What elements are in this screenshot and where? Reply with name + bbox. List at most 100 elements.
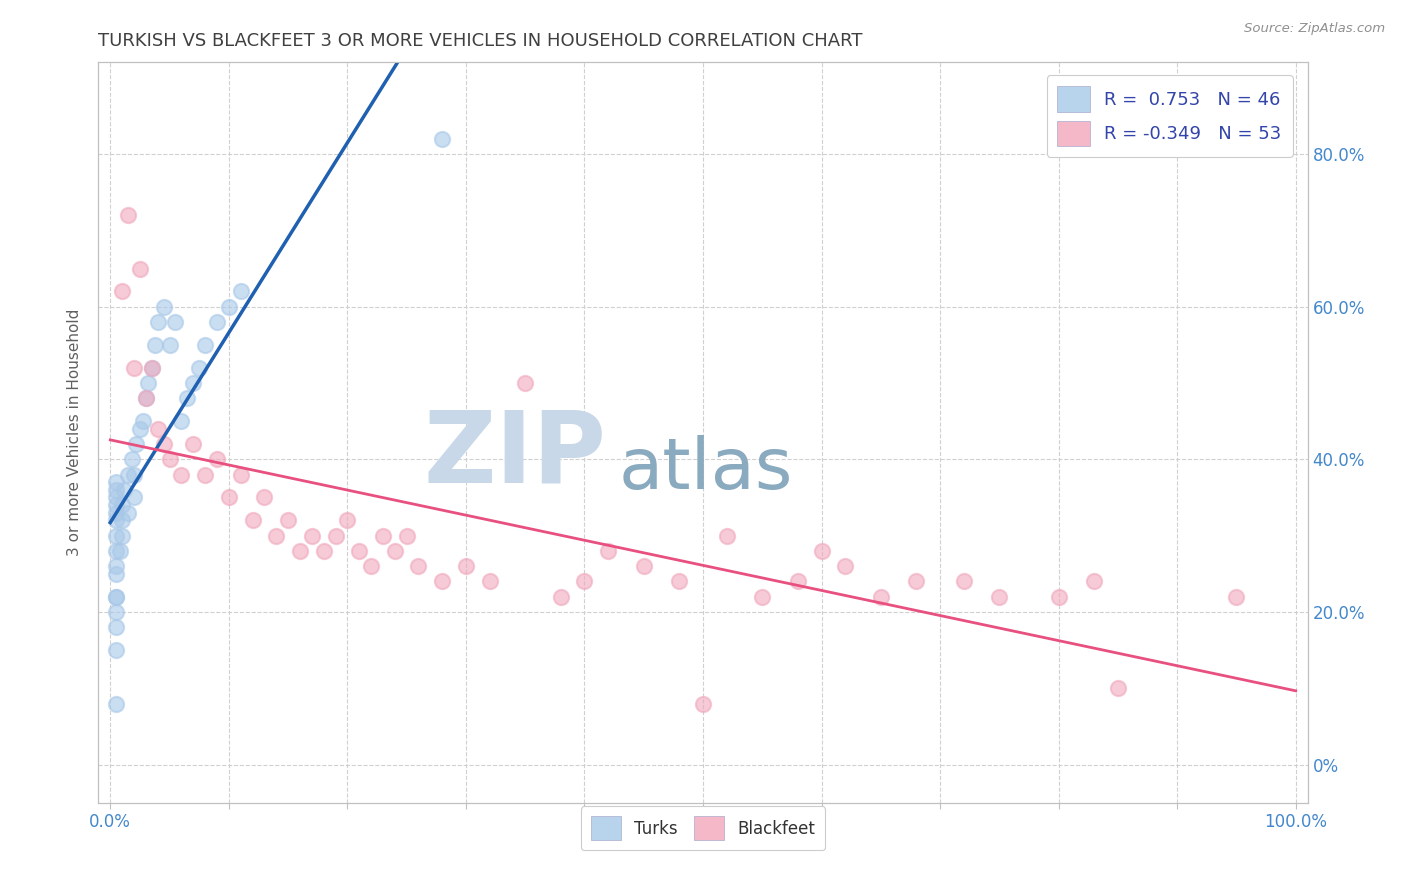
Point: [105, 605, 128, 619]
Point: [135, 391, 157, 405]
Point: [122, 467, 145, 482]
Point: [550, 590, 572, 604]
Point: [371, 529, 394, 543]
Point: [360, 559, 382, 574]
Point: [146, 422, 169, 436]
Point: [716, 529, 738, 543]
Point: [121, 452, 143, 467]
Point: [170, 414, 193, 428]
Point: [143, 338, 166, 352]
Point: [384, 544, 406, 558]
Point: [152, 300, 174, 314]
Point: [751, 590, 773, 604]
Point: [105, 620, 128, 634]
Text: TURKISH VS BLACKFEET 3 OR MORE VEHICLES IN HOUSEHOLD CORRELATION CHART: TURKISH VS BLACKFEET 3 OR MORE VEHICLES …: [98, 32, 863, 50]
Point: [288, 544, 311, 558]
Point: [108, 544, 131, 558]
Point: [395, 529, 418, 543]
Point: [194, 467, 217, 482]
Point: [111, 285, 134, 299]
Point: [111, 529, 134, 543]
Point: [117, 506, 139, 520]
Point: [105, 491, 128, 505]
Point: [129, 261, 152, 276]
Point: [312, 544, 335, 558]
Point: [218, 300, 240, 314]
Point: [105, 544, 128, 558]
Point: [988, 590, 1011, 604]
Legend: Turks, Blackfeet: Turks, Blackfeet: [581, 806, 825, 850]
Point: [181, 437, 204, 451]
Text: atlas: atlas: [619, 435, 793, 504]
Point: [952, 574, 974, 589]
Point: [668, 574, 690, 589]
Point: [105, 529, 128, 543]
Point: [1083, 574, 1105, 589]
Point: [810, 544, 832, 558]
Text: Source: ZipAtlas.com: Source: ZipAtlas.com: [1244, 22, 1385, 36]
Point: [125, 437, 148, 451]
Point: [347, 544, 370, 558]
Point: [194, 338, 217, 352]
Point: [786, 574, 808, 589]
Point: [159, 452, 181, 467]
Point: [117, 467, 139, 482]
Point: [325, 529, 347, 543]
Point: [105, 483, 128, 497]
Point: [135, 391, 157, 405]
Point: [105, 643, 128, 657]
Point: [105, 513, 128, 527]
Point: [141, 360, 163, 375]
Point: [170, 467, 193, 482]
Point: [105, 590, 128, 604]
Point: [205, 315, 228, 329]
Point: [122, 491, 145, 505]
Point: [181, 376, 204, 390]
Text: ZIP: ZIP: [423, 407, 606, 503]
Point: [301, 529, 323, 543]
Point: [105, 559, 128, 574]
Point: [105, 697, 128, 711]
Point: [242, 513, 264, 527]
Point: [264, 529, 287, 543]
Point: [834, 559, 856, 574]
Point: [692, 697, 714, 711]
Point: [111, 513, 134, 527]
Point: [229, 285, 252, 299]
Point: [111, 498, 134, 512]
Point: [152, 437, 174, 451]
Point: [253, 491, 276, 505]
Point: [205, 452, 228, 467]
Point: [869, 590, 891, 604]
Point: [277, 513, 299, 527]
Point: [336, 513, 359, 527]
Point: [574, 574, 596, 589]
Point: [478, 574, 501, 589]
Point: [408, 559, 430, 574]
Point: [132, 414, 155, 428]
Point: [117, 208, 139, 222]
Point: [229, 467, 252, 482]
Point: [176, 391, 198, 405]
Point: [432, 574, 454, 589]
Point: [188, 360, 211, 375]
Point: [146, 315, 169, 329]
Point: [114, 483, 136, 497]
Point: [905, 574, 928, 589]
Point: [159, 338, 181, 352]
Y-axis label: 3 or more Vehicles in Household: 3 or more Vehicles in Household: [67, 309, 83, 557]
Point: [105, 506, 128, 520]
Point: [105, 475, 128, 490]
Point: [1047, 590, 1070, 604]
Point: [129, 422, 152, 436]
Point: [105, 566, 128, 581]
Point: [432, 132, 454, 146]
Point: [122, 360, 145, 375]
Point: [105, 590, 128, 604]
Point: [1225, 590, 1247, 604]
Point: [105, 498, 128, 512]
Point: [515, 376, 537, 390]
Point: [165, 315, 187, 329]
Point: [218, 491, 240, 505]
Point: [1107, 681, 1129, 696]
